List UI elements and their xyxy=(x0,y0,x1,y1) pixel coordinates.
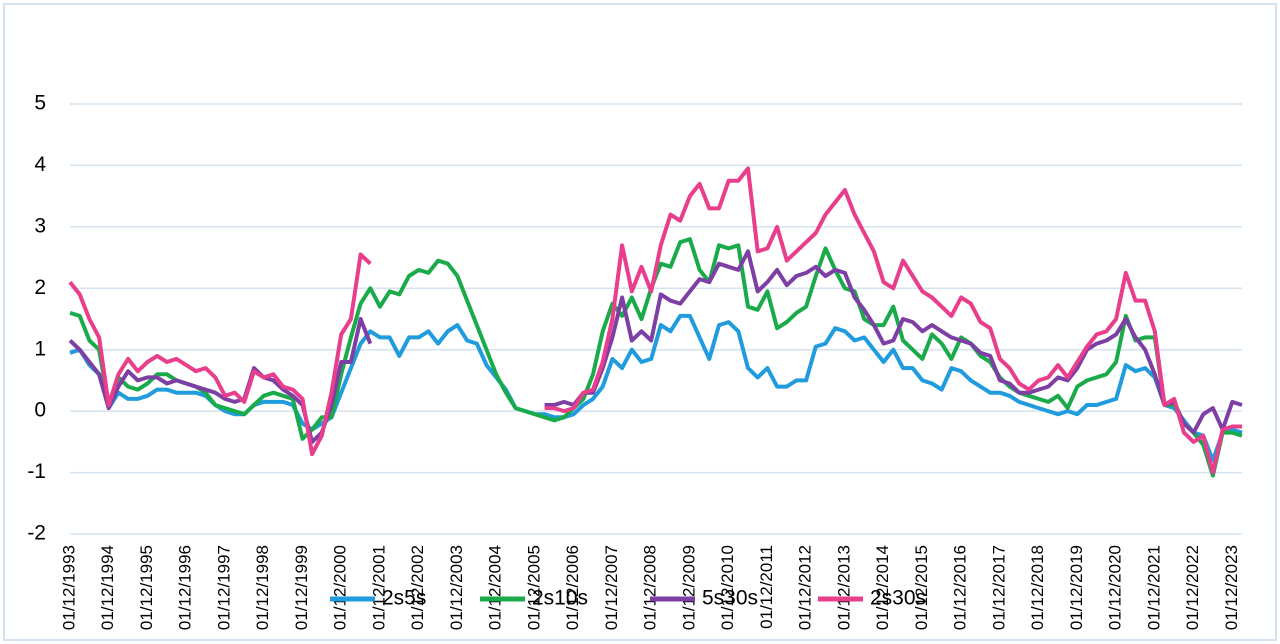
x-tick-label: 01/12/2013 xyxy=(834,545,853,630)
series-line xyxy=(69,313,1243,463)
legend-label: 5s30s xyxy=(702,587,758,610)
y-tick-label: -2 xyxy=(27,522,46,545)
x-tick-label: 01/12/2001 xyxy=(369,545,388,630)
legend-label: 2s10s xyxy=(532,587,588,610)
x-tick-label: 01/12/2019 xyxy=(1067,545,1086,630)
x-tick-label: 01/12/1994 xyxy=(98,545,117,630)
x-tick-label: 01/12/2003 xyxy=(447,545,466,630)
x-tick-label: 01/12/2008 xyxy=(641,545,660,630)
x-tick-label: 01/12/2015 xyxy=(912,545,931,630)
y-tick-label: 0 xyxy=(34,399,46,422)
x-tick-label: 01/12/2016 xyxy=(951,545,970,630)
x-tick-label: 01/12/1993 xyxy=(59,545,78,630)
x-tick-label: 01/12/2009 xyxy=(679,545,698,630)
y-tick-label: -1 xyxy=(27,460,46,483)
x-tick-label: 01/12/2023 xyxy=(1222,545,1241,630)
x-tick-label: 01/12/1996 xyxy=(176,545,195,630)
x-tick-label: 01/12/1998 xyxy=(253,545,272,630)
x-tick-label: 01/12/2018 xyxy=(1028,545,1047,630)
legend-label: 2s30s xyxy=(870,587,926,610)
x-tick-label: 01/12/2021 xyxy=(1144,545,1163,630)
x-tick-label: 01/12/1999 xyxy=(292,545,311,630)
x-tick-label: 01/12/1997 xyxy=(214,545,233,630)
y-tick-label: 3 xyxy=(34,214,46,237)
x-tick-label: 01/12/2017 xyxy=(989,545,1008,630)
x-tick-label: 01/12/2002 xyxy=(408,545,427,630)
x-tick-label: 01/12/2014 xyxy=(873,545,892,630)
legend-label: 2s5s xyxy=(382,587,426,610)
x-tick-label: 01/12/2004 xyxy=(486,545,505,630)
chart-border xyxy=(3,3,1277,641)
x-tick-label: 01/12/2011 xyxy=(757,545,776,629)
x-tick-label: 01/12/2000 xyxy=(331,545,350,630)
y-tick-label: 1 xyxy=(34,337,46,360)
y-tick-label: 5 xyxy=(34,92,46,115)
y-tick-label: 2 xyxy=(34,276,46,299)
x-tick-label: 01/12/2022 xyxy=(1183,545,1202,630)
y-tick-label: 4 xyxy=(34,153,46,176)
x-tick-label: 01/12/2020 xyxy=(1106,545,1125,630)
x-tick-label: 01/12/1995 xyxy=(137,545,156,630)
x-tick-label: 01/12/2005 xyxy=(524,545,543,630)
series-line xyxy=(68,166,1242,475)
x-tick-label: 01/12/2010 xyxy=(718,545,737,630)
x-tick-label: 01/12/2012 xyxy=(796,545,815,630)
x-tick-label: 01/12/2006 xyxy=(563,545,582,630)
x-tick-label: 01/12/2007 xyxy=(602,545,621,630)
